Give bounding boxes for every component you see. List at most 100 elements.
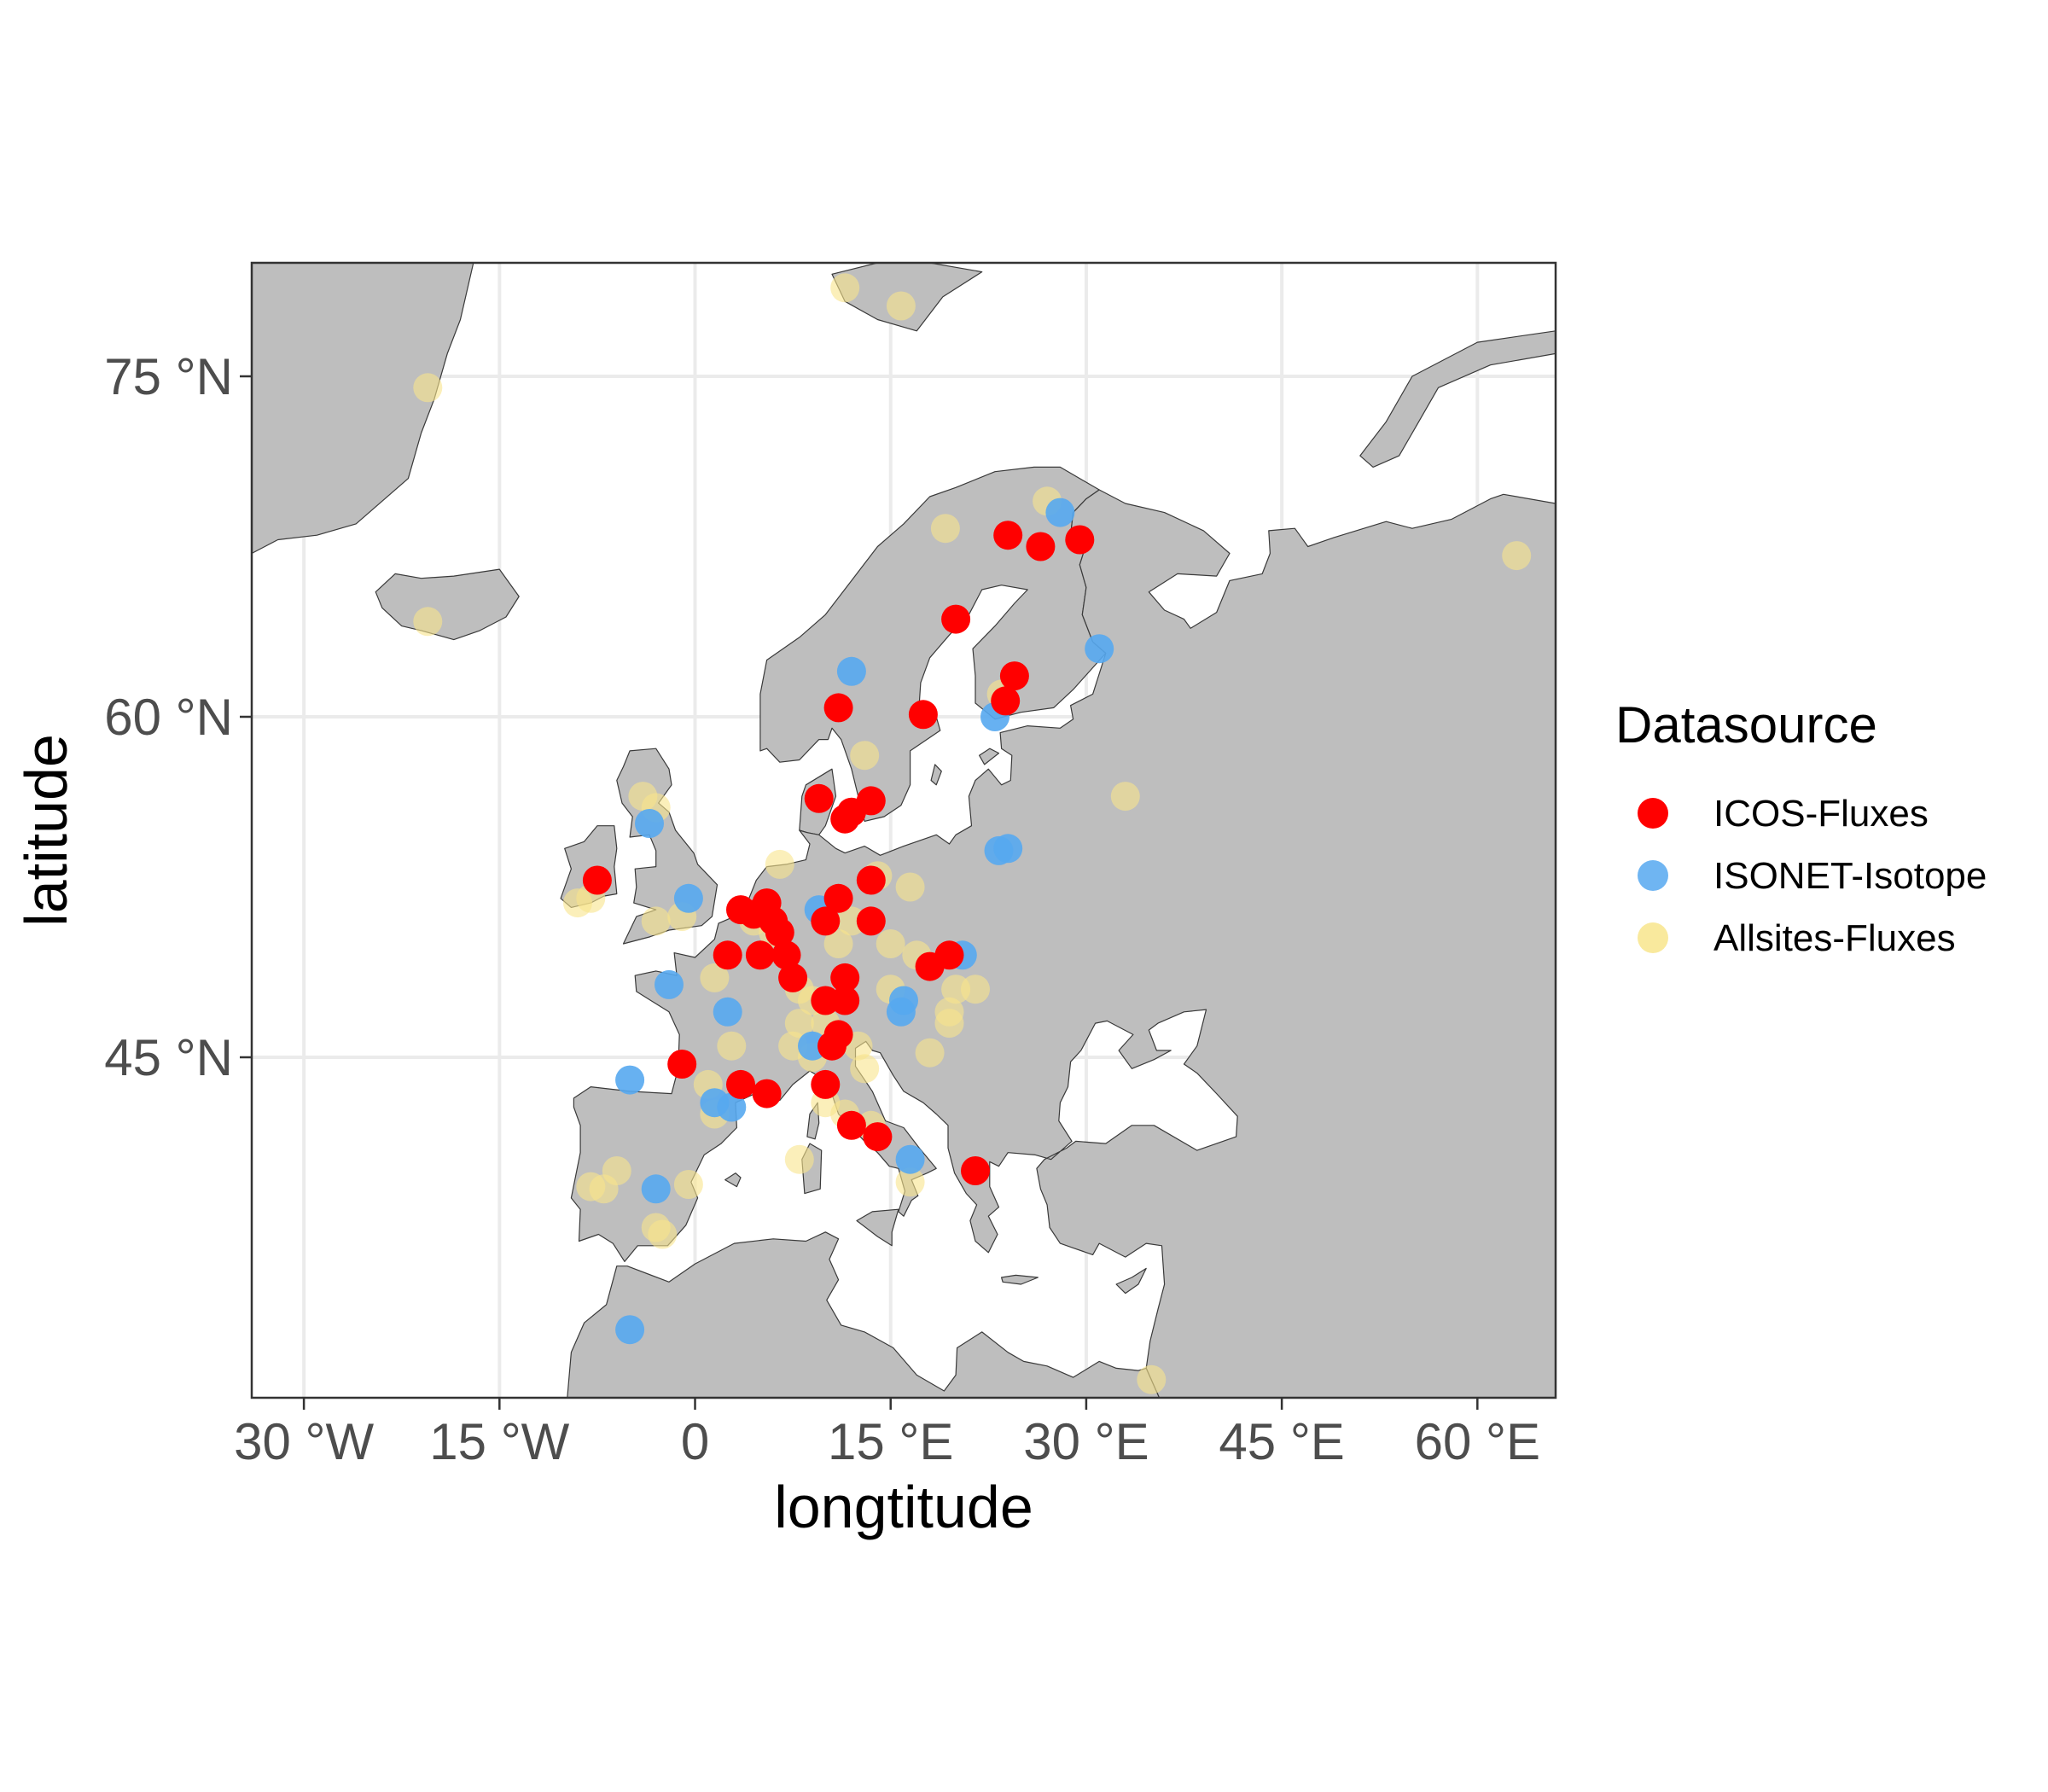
isonet-isotope-point-20: [615, 1315, 645, 1345]
icos-fluxes-point-32: [817, 1031, 847, 1061]
y-tick-label-0: 45 °N: [104, 1029, 233, 1086]
x-axis: 30 °W 15 °W 0 15 °E 30 °E 45 °E 60 °E: [234, 1398, 1540, 1470]
legend-label-isonet-isotope: ISONET-Isotope: [1713, 855, 1987, 897]
icos-fluxes-point-39: [961, 1156, 990, 1185]
allsites-fluxes-point-44: [784, 1144, 814, 1174]
isonet-isotope-point-2: [836, 656, 866, 686]
icos-fluxes-point-30: [830, 986, 860, 1015]
isonet-isotope-point-13: [886, 997, 916, 1027]
icos-fluxes-point-6: [823, 693, 853, 723]
icos-fluxes-point-7: [908, 700, 938, 730]
allsites-fluxes-point-45: [895, 1167, 925, 1197]
isonet-isotope-point-6: [993, 834, 1023, 864]
legend-key-allsites-fluxes: [1638, 922, 1668, 953]
icos-fluxes-point-13: [856, 865, 886, 895]
allsites-fluxes-point-6: [1502, 541, 1532, 571]
icos-fluxes-point-2: [1065, 525, 1095, 555]
land-sicily: [856, 1208, 899, 1247]
y-axis: 45 °N 60 °N 75 °N: [104, 348, 252, 1086]
series-icos-fluxes: [582, 521, 1095, 1185]
isonet-isotope-point-11: [713, 997, 742, 1027]
y-axis-title: latitude: [13, 734, 79, 927]
allsites-fluxes-point-32: [784, 1009, 814, 1039]
allsites-fluxes-point-8: [850, 741, 880, 771]
allsites-fluxes-point-17: [641, 906, 671, 936]
isonet-isotope-point-1: [1085, 634, 1114, 664]
allsites-fluxes-point-31: [934, 1009, 964, 1039]
legend-key-isonet-isotope: [1638, 860, 1668, 891]
allsites-fluxes-point-49: [673, 1170, 703, 1199]
icos-fluxes-point-27: [778, 963, 808, 992]
allsites-fluxes-point-52: [1137, 1364, 1167, 1394]
icos-fluxes-point-26: [771, 940, 801, 970]
icos-fluxes-point-25: [745, 940, 775, 970]
icos-fluxes-point-1: [1026, 532, 1056, 561]
allsites-fluxes-point-55: [850, 1054, 880, 1084]
icos-fluxes-point-23: [915, 951, 945, 981]
icos-fluxes-point-19: [765, 917, 794, 947]
isonet-isotope-point-15: [615, 1065, 645, 1095]
icos-fluxes-point-11: [830, 804, 860, 834]
icos-fluxes-point-24: [713, 940, 742, 970]
panel-border: [250, 261, 1557, 1399]
x-tick-label-5: 45 °E: [1219, 1413, 1344, 1470]
x-tick-label-1: 15 °W: [429, 1413, 569, 1470]
allsites-fluxes-point-56: [915, 1038, 945, 1068]
allsites-fluxes-point-0: [413, 373, 443, 403]
icos-fluxes-point-38: [863, 1122, 893, 1152]
land-crete: [1000, 1274, 1039, 1285]
icos-fluxes-point-3: [941, 604, 971, 634]
x-tick-label-0: 30 °W: [234, 1413, 374, 1470]
allsites-fluxes-point-3: [886, 291, 916, 321]
x-tick-label-3: 15 °E: [828, 1413, 953, 1470]
land-gotland: [930, 764, 942, 786]
allsites-fluxes-point-2: [830, 273, 860, 303]
allsites-fluxes-point-9: [1110, 782, 1140, 812]
y-tick-label-2: 75 °N: [104, 348, 233, 405]
isonet-isotope-point-10: [655, 969, 684, 999]
land-north-africa: [252, 1231, 1161, 1398]
isonet-isotope-point-18: [895, 1144, 925, 1174]
icos-fluxes-point-5: [991, 686, 1021, 716]
isonet-isotope-point-7: [673, 883, 703, 913]
legend-title: Datasource: [1615, 696, 1877, 753]
icos-fluxes-point-0: [993, 521, 1023, 550]
icos-fluxes-point-34: [726, 1069, 755, 1099]
x-tick-label-2: 0: [681, 1413, 709, 1470]
allsites-fluxes-point-12: [765, 849, 794, 879]
legend-label-allsites-fluxes: Allsites-Fluxes: [1713, 917, 1956, 959]
icos-fluxes-point-33: [667, 1050, 697, 1079]
icos-fluxes-point-12: [582, 865, 612, 895]
allsites-fluxes-point-28: [700, 963, 730, 992]
allsites-fluxes-point-1: [413, 607, 443, 637]
isonet-isotope-point-0: [1045, 497, 1075, 527]
legend-label-icos-fluxes: ICOS-Fluxes: [1713, 793, 1929, 835]
allsites-fluxes-point-51: [648, 1219, 678, 1249]
allsites-fluxes-point-54: [961, 975, 990, 1004]
land-greenland: [252, 263, 474, 555]
icos-fluxes-point-20: [811, 906, 841, 936]
y-tick-label-1: 60 °N: [104, 689, 233, 746]
land-mallorca: [724, 1172, 742, 1188]
land-saaremaa: [978, 748, 1000, 765]
icos-fluxes-point-36: [811, 1069, 841, 1099]
icos-fluxes-point-4: [999, 661, 1029, 691]
icos-fluxes-point-17: [823, 883, 853, 913]
isonet-isotope-point-19: [641, 1174, 671, 1204]
icos-fluxes-point-28: [830, 963, 860, 992]
isonet-isotope-point-4: [635, 809, 664, 838]
allsites-fluxes-point-24: [876, 929, 905, 958]
x-axis-title: longtitude: [774, 1474, 1033, 1540]
land-cyprus: [1115, 1267, 1147, 1295]
icos-fluxes-point-8: [804, 783, 834, 813]
site-points: [413, 273, 1532, 1394]
icos-fluxes-point-21: [856, 906, 886, 936]
x-tick-label-4: 30 °E: [1023, 1413, 1149, 1470]
legend-key-icos-fluxes: [1638, 798, 1668, 829]
land-iceland: [375, 568, 520, 641]
x-tick-label-6: 60 °E: [1415, 1413, 1540, 1470]
allsites-fluxes-point-38: [717, 1031, 747, 1061]
icos-fluxes-point-37: [836, 1110, 866, 1140]
legend-items: ICOS-Fluxes ISONET-Isotope Allsites-Fluxes: [1638, 793, 1987, 959]
